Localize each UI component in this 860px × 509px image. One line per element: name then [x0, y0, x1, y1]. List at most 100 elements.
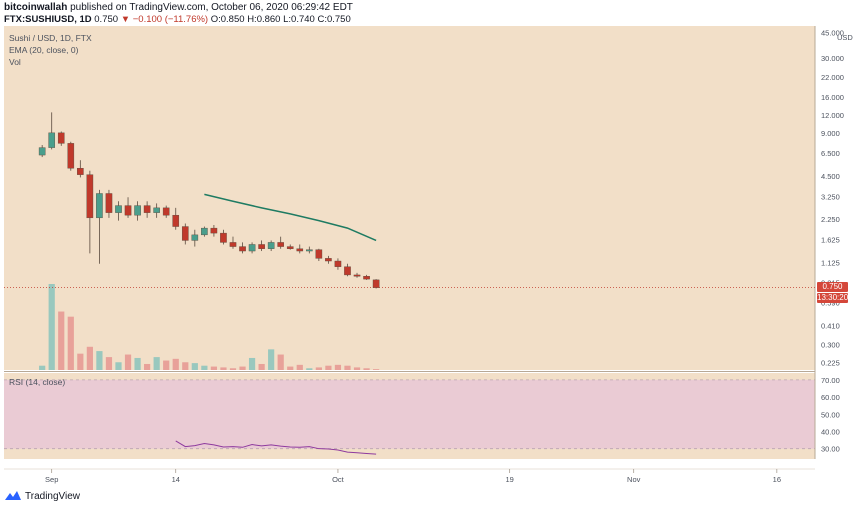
volume-bar	[115, 362, 122, 370]
low-value: L:0.740	[283, 14, 315, 25]
bearish-candle	[86, 174, 94, 219]
price-unit-label: USD	[837, 33, 853, 42]
volume-bar	[39, 365, 46, 370]
bearish-candle	[239, 246, 246, 252]
last-price-tag: 0.750	[817, 282, 848, 292]
publish-header: bitcoinwallah published on TradingView.c…	[4, 2, 353, 13]
symbol-label: FTX:SUSHIUSD, 1D	[4, 14, 92, 25]
published-text: published on TradingView.com, October 06…	[70, 2, 353, 13]
price-tick-label: 22.000	[821, 73, 844, 82]
tradingview-footer[interactable]: TradingView	[4, 490, 80, 502]
volume-bar	[172, 358, 179, 370]
price-tick-label: 4.500	[821, 172, 840, 181]
tradingview-brand: TradingView	[25, 490, 81, 502]
bearish-candle	[67, 143, 75, 169]
bearish-candle	[363, 276, 370, 280]
volume-bar	[315, 367, 322, 370]
bar-countdown-tag: 13:30:20	[817, 293, 849, 303]
ema-line	[204, 193, 377, 242]
rsi-tick-label: 60.00	[821, 393, 840, 402]
volume-bar	[325, 365, 332, 370]
volume-bar	[363, 368, 370, 370]
price-tick-label: 6.500	[821, 149, 840, 158]
volume-bar	[287, 366, 294, 370]
close-value: C:0.750	[317, 14, 351, 25]
volume-bar	[220, 367, 227, 370]
bullish-candle	[306, 249, 313, 252]
volume-bar	[258, 363, 265, 370]
volume-bar	[105, 357, 113, 370]
down-arrow-icon: ▼	[120, 14, 131, 25]
open-value: O:0.850	[210, 14, 245, 25]
bearish-candle	[143, 205, 151, 213]
ema-legend[interactable]: EMA (20, close, 0)	[9, 45, 79, 55]
bearish-candle	[105, 193, 113, 213]
time-tick-label: Sep	[45, 475, 58, 484]
bearish-candle	[229, 242, 237, 247]
rsi-tick-label: 30.00	[821, 445, 840, 454]
bullish-candle	[267, 242, 275, 249]
volume-legend[interactable]: Vol	[9, 57, 21, 67]
high-value: H:0.860	[247, 14, 281, 25]
bullish-candle	[201, 227, 208, 236]
author-name[interactable]: bitcoinwallah	[4, 2, 68, 13]
bearish-candle	[210, 227, 218, 234]
bearish-candle	[220, 232, 227, 243]
bearish-candle	[124, 205, 132, 216]
bullish-candle	[115, 205, 122, 213]
volume-bar	[306, 368, 313, 370]
volume-bar	[248, 357, 256, 370]
price-tick-label: 9.000	[821, 129, 840, 138]
price-tick-label: 0.410	[821, 321, 840, 330]
bullish-candle	[191, 234, 199, 241]
volume-bar	[163, 360, 170, 370]
price-tick-label: 12.000	[821, 111, 844, 120]
volume-bar	[58, 311, 65, 370]
rsi-legend[interactable]: RSI (14, close)	[9, 377, 66, 387]
volume-bar	[296, 364, 303, 370]
bearish-candle	[277, 242, 284, 247]
price-tick-label: 1.125	[821, 258, 840, 267]
price-tick-label: 16.000	[821, 93, 844, 102]
bearish-candle	[334, 260, 342, 267]
volume-bar	[182, 362, 189, 370]
bearish-candle	[353, 274, 361, 277]
bearish-candle	[286, 246, 294, 249]
volume-bar	[344, 365, 351, 370]
volume-bar	[191, 363, 198, 370]
time-tick-label: Nov	[627, 475, 641, 484]
series-legend[interactable]: Sushi / USD, 1D, FTX	[9, 33, 92, 43]
volume-bar	[86, 346, 93, 370]
bullish-candle	[248, 244, 256, 252]
volume-bar	[353, 367, 361, 370]
rsi-tick-label: 70.00	[821, 376, 840, 385]
bearish-candle	[315, 249, 323, 259]
volume-bar	[201, 365, 208, 370]
bullish-candle	[48, 132, 56, 148]
bullish-candle	[153, 207, 160, 213]
volume-bar	[134, 357, 141, 370]
bullish-candle	[134, 205, 141, 216]
volume-bar	[229, 368, 237, 370]
bearish-candle	[172, 214, 180, 227]
volume-bar	[124, 354, 132, 370]
price-tick-label: 0.300	[821, 341, 840, 350]
volume-bar	[268, 349, 275, 370]
price-tick-label: 1.625	[821, 235, 840, 244]
bearish-candle	[296, 248, 304, 252]
volume-bar	[210, 366, 218, 370]
price-tick-label: 45.000	[821, 29, 844, 38]
bullish-candle	[96, 193, 103, 219]
rsi-tick-label: 50.00	[821, 410, 840, 419]
time-tick-label: 19	[506, 475, 514, 484]
bearish-candle	[258, 244, 265, 249]
bearish-candle	[344, 266, 351, 276]
price-tick-label: 3.250	[821, 192, 840, 201]
volume-bar	[77, 353, 84, 370]
price-tick-label: 0.225	[821, 359, 840, 368]
volume-bar	[144, 363, 151, 370]
volume-bar	[334, 364, 342, 370]
rsi-band	[4, 379, 815, 449]
volume-bar	[153, 357, 160, 370]
